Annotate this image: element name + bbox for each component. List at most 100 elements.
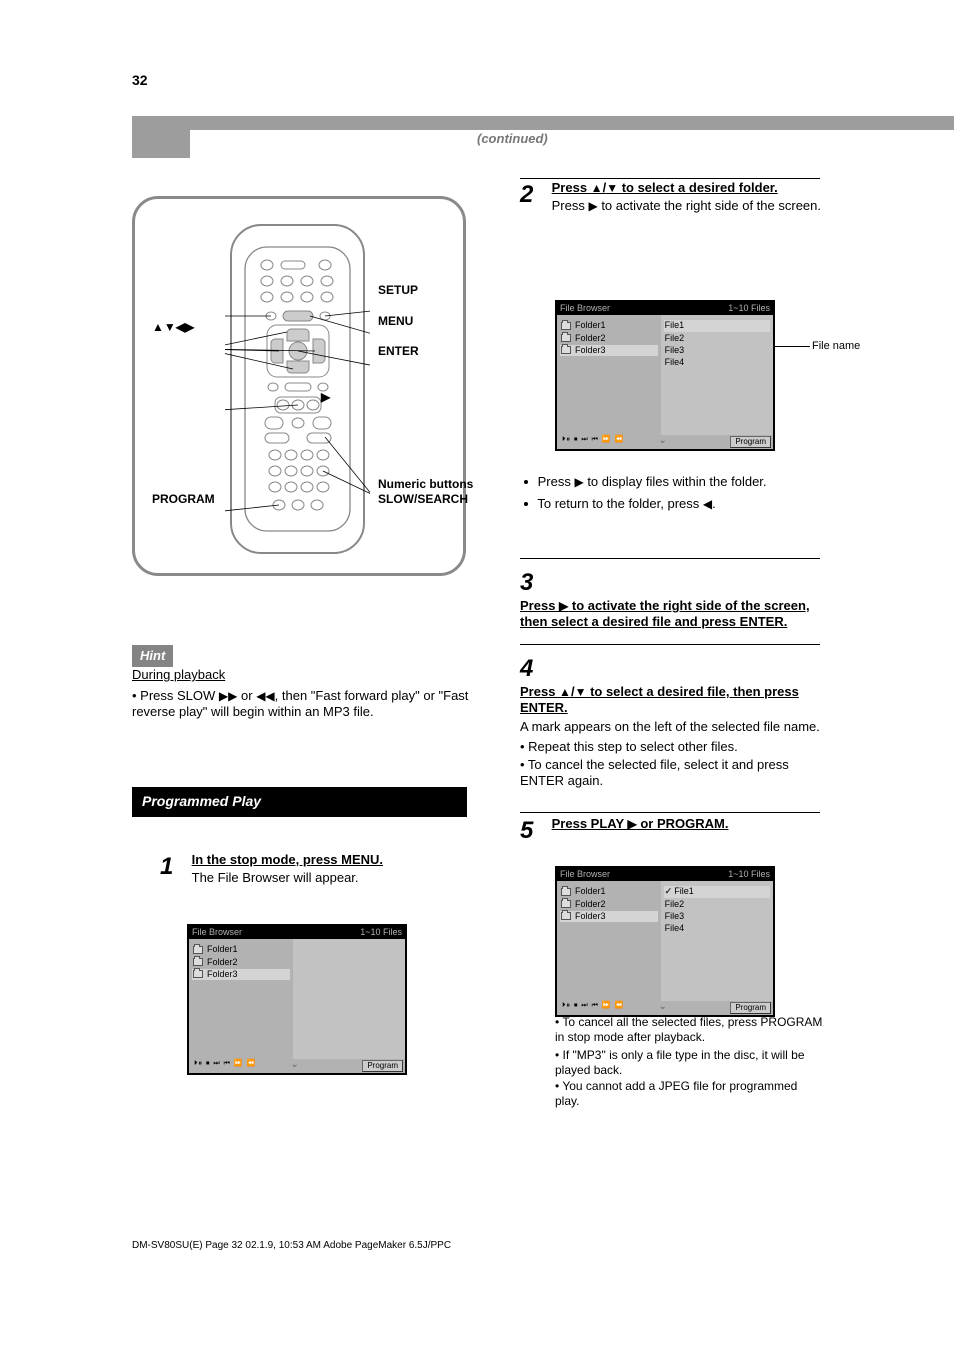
note-text: Press (538, 474, 575, 489)
step-1: 1 In the stop mode, press MENU. The File… (160, 852, 468, 887)
folder-icon (561, 912, 571, 920)
step-2-number: 2 (520, 180, 548, 210)
step-4-number: 4 (520, 654, 548, 684)
remark-1: • To cancel all the selected files, pres… (555, 1015, 825, 1045)
ui2-left-pane: Folder1 Folder2 Folder3 (557, 315, 661, 435)
folder-label: Folder1 (207, 944, 238, 955)
ui2-header-right: 1~10 Files (728, 303, 770, 314)
file-row: File2 (664, 333, 770, 344)
ui1-right-pane (293, 939, 405, 1059)
remark-3: • You cannot add a JPEG file for program… (555, 1079, 825, 1109)
hint-mid: or (241, 688, 253, 703)
fast-forward-icon: ▶▶ (219, 689, 237, 703)
page-header: MP3 Operation (continued) (132, 116, 954, 158)
label-enter: ENTER (378, 344, 419, 359)
folder-icon (193, 958, 203, 966)
folder-icon (561, 346, 571, 354)
check-icon: ✓ (665, 886, 673, 896)
step-4-headline: Press ▲/▼ to select a desired file, then… (520, 684, 828, 717)
step-3-headline: Press ▶ to activate the right side of th… (520, 598, 828, 631)
label-play: ▶ (321, 390, 330, 405)
step-5-number: 5 (520, 816, 548, 846)
hint-body: • Press SLOW ▶▶ or ◀◀, then "Fast forwar… (132, 688, 472, 721)
label-numeric: Numeric buttons (378, 477, 473, 492)
note-text: . (712, 496, 716, 511)
hint-prefix: • Press SLOW (132, 688, 215, 703)
remark-2: • If "MP3" is only a file type in the di… (555, 1048, 825, 1078)
file-row: File4 (664, 923, 770, 934)
ui1-left-pane: Folder1 Folder2 Folder3 (189, 939, 293, 1059)
folder-label: Folder2 (575, 899, 606, 910)
ui1-footer-icons: ⏵⏸ ⏹ ⏭ ⏮ ⏩ ⏪ (191, 1060, 259, 1072)
folder-label: Folder2 (575, 333, 606, 344)
bullet-icon (524, 502, 528, 506)
bullet-icon (524, 480, 528, 484)
rule-line (520, 178, 820, 179)
step-4-sub2: • Repeat this step to select other files… (520, 739, 828, 755)
footer-model-info: DM-SV80SU(E) Page 32 02.1.9, 10:53 AM Ad… (132, 1240, 451, 1253)
step-3: 3 Press ▶ to activate the right side of … (520, 568, 828, 631)
folder-label: Folder3 (575, 911, 606, 922)
section-bar: Programmed Play (132, 787, 467, 817)
label-nav-arrows: ▲▼◀▶ (152, 320, 194, 335)
folder-icon (561, 322, 571, 330)
ui2-program-button: Program (730, 436, 771, 448)
step-5-headline: Press PLAY ▶ or PROGRAM. (552, 816, 729, 832)
step-2-headline: Press ▲/▼ to select a desired folder. (552, 180, 821, 196)
header-tab (132, 116, 190, 158)
folder-label: Folder3 (575, 345, 606, 356)
ui1-program-button: Program (362, 1060, 403, 1072)
chevron-down-icon: ⌄ (291, 1059, 299, 1072)
file-browser-screenshot-3: File Browser 1~10 Files Folder1 Folder2 … (555, 866, 775, 1017)
ui2-header-left: File Browser (560, 303, 610, 314)
file-row: File3 (664, 345, 770, 356)
label-menu: MENU (378, 314, 413, 329)
step-3-number: 3 (520, 568, 548, 598)
ui2-footer-icons: ⏵⏸ ⏹ ⏭ ⏮ ⏩ ⏪ (559, 436, 627, 448)
ui2-right-pane: File1 File2 File3 File4 (661, 315, 773, 435)
label-setup: SETUP (378, 283, 418, 298)
step-2-notes: Press ▶ to display files within the fold… (520, 474, 828, 513)
rule-line (520, 558, 820, 559)
folder-icon (561, 888, 571, 896)
rule-line (520, 644, 820, 645)
folder-label: Folder1 (575, 886, 606, 897)
label-program: PROGRAM (152, 492, 215, 507)
step-4-sub3: • To cancel the selected file, select it… (520, 757, 828, 790)
ui3-left-pane: Folder1 Folder2 Folder3 (557, 881, 661, 1001)
remote-svg (225, 219, 370, 559)
step-4-sub1: A mark appears on the left of the select… (520, 719, 828, 735)
ui1-header-left: File Browser (192, 927, 242, 938)
file-row: File3 (664, 911, 770, 922)
step-1-number: 1 (160, 852, 188, 882)
note-text: To return to the folder, press (537, 496, 702, 511)
folder-icon (561, 334, 571, 342)
folder-label: Folder3 (207, 969, 238, 980)
ui3-right-pane: ✓File1 File2 File3 File4 (661, 881, 773, 1001)
step-1-sub: The File Browser will appear. (192, 870, 383, 886)
hint-label: Hint (132, 645, 173, 667)
rule-line (520, 812, 820, 813)
step-4: 4 Press ▲/▼ to select a desired file, th… (520, 654, 828, 790)
file-row: File4 (664, 357, 770, 368)
ui3-program-button: Program (730, 1002, 771, 1014)
ui3-header-right: 1~10 Files (728, 869, 770, 880)
folder-icon (193, 970, 203, 978)
ui3-header-left: File Browser (560, 869, 610, 880)
chevron-down-icon: ⌄ (659, 435, 667, 448)
step-3a-sub: Press ▶ to activate the right side of th… (552, 198, 821, 214)
page-number: 32 (132, 72, 148, 90)
section-title: Programmed Play (132, 787, 467, 817)
folder-label: Folder1 (575, 320, 606, 331)
step-5: 5 Press PLAY ▶ or PROGRAM. (520, 816, 828, 846)
ui1-header-right: 1~10 Files (360, 927, 402, 938)
ui3-footer-icons: ⏵⏸ ⏹ ⏭ ⏮ ⏩ ⏪ (559, 1002, 627, 1014)
step-2: 2 Press ▲/▼ to select a desired folder. … (520, 180, 828, 215)
fast-reverse-icon: ◀◀ (256, 689, 274, 703)
callout-line (775, 346, 810, 347)
page-subtitle: (continued) (477, 131, 548, 147)
folder-icon (561, 900, 571, 908)
file-row: ✓File1 (664, 886, 770, 897)
file-browser-screenshot-1: File Browser 1~10 Files Folder1 Folder2 … (187, 924, 407, 1075)
folder-icon (193, 946, 203, 954)
